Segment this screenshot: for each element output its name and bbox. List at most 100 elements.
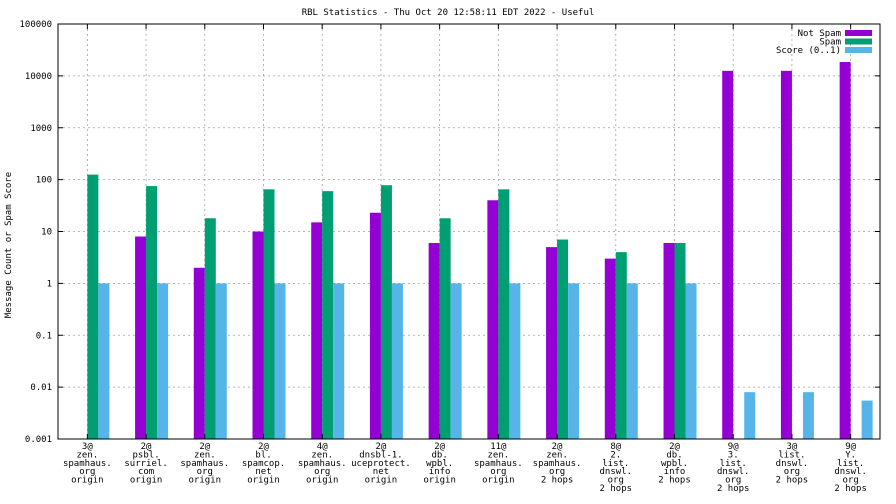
bar-score-0-1 xyxy=(98,283,110,439)
x-tick-label-line: dnswl. xyxy=(600,467,633,477)
x-tick-label-line: spamhaus. xyxy=(474,459,523,469)
x-tick-label-line: surriel. xyxy=(124,459,167,469)
x-tick-label: 2@ zen. spamhaus. org 2 hops xyxy=(533,442,582,486)
x-tick-label-line: spamhaus. xyxy=(533,459,582,469)
bar-score-0-1 xyxy=(215,283,227,439)
bar-not-spam xyxy=(311,222,323,439)
bar-score-0-1 xyxy=(274,283,286,439)
x-tick-label-line: 2 hops xyxy=(541,476,574,486)
x-tick-label-line: 2. xyxy=(610,450,621,460)
x-tick-label: 4@ zen. spamhaus. org origin xyxy=(298,442,347,486)
x-tick-label-line: origin xyxy=(247,476,280,486)
x-tick-label-line: info xyxy=(664,467,686,477)
legend-label: Spam xyxy=(819,38,841,48)
legend-swatch xyxy=(845,38,872,45)
x-tick-label-line: Y. xyxy=(845,450,856,460)
x-tick-label-line: net xyxy=(255,467,271,477)
bar-spam xyxy=(380,185,392,439)
x-tick-label-line: wpbl. xyxy=(661,459,688,469)
x-tick-label-line: 2 hops xyxy=(717,484,750,494)
bar-not-spam xyxy=(428,243,440,439)
bar-spam xyxy=(146,186,158,439)
bar-score-0-1 xyxy=(685,283,697,439)
bar-spam xyxy=(674,243,686,439)
x-tick-label-line: org xyxy=(725,476,741,486)
x-tick-label-line: 9@ xyxy=(728,442,739,452)
x-tick-label-line: 2 hops xyxy=(658,476,691,486)
grid-layer xyxy=(58,24,880,439)
x-tick-label: 3@ list. dnswl. org 2 hops xyxy=(776,442,809,486)
x-tick-label-line: dnswl. xyxy=(776,459,809,469)
legend-label: Score (0..1) xyxy=(776,46,841,56)
y-tick-label: 1 xyxy=(47,279,52,289)
bar-spam xyxy=(263,189,275,439)
bar-spam xyxy=(322,191,334,439)
x-tick-label-line: org xyxy=(197,467,213,477)
legend-label: Not Spam xyxy=(798,29,841,39)
x-tick-label-line: 2@ xyxy=(552,442,563,452)
y-tick-label: 10000 xyxy=(25,72,52,82)
x-tick-label-line: origin xyxy=(306,476,339,486)
y-tick-label: 100 xyxy=(36,176,52,186)
x-tick-label-line: spamhaus. xyxy=(298,459,347,469)
x-tick-label: 2@ psbl. surriel. com origin xyxy=(124,442,167,486)
x-tick-label-line: psbl. xyxy=(133,450,160,460)
x-tick-label-line: 2@ xyxy=(199,442,210,452)
y-tick-label: 10 xyxy=(41,228,52,238)
x-tick-label-line: list. xyxy=(778,450,805,460)
x-tick-label-line: origin xyxy=(482,476,515,486)
x-tick-label-line: 2 hops xyxy=(834,484,867,494)
x-tick-label-line: zen. xyxy=(194,450,216,460)
bar-not-spam xyxy=(604,258,616,439)
x-tick-label-line: spamhaus. xyxy=(180,459,229,469)
x-tick-label-line: com xyxy=(138,467,154,477)
x-tick-label: 2@ bl. spamcop. net origin xyxy=(242,442,285,486)
x-tick-label-line: info xyxy=(429,467,451,477)
x-tick-label-line: db. xyxy=(432,450,448,460)
bar-not-spam xyxy=(780,70,792,440)
x-tick-label-line: 9@ xyxy=(845,442,856,452)
bar-spam xyxy=(439,218,451,439)
x-tick-label-line: zen. xyxy=(546,450,568,460)
bar-not-spam xyxy=(839,62,851,439)
x-tick-label-line: zen. xyxy=(488,450,510,460)
x-tick-label-line: origin xyxy=(130,476,163,486)
x-tick-label-line: org xyxy=(490,467,506,477)
x-tick-label: 8@ 2. list. dnswl. org 2 hops xyxy=(600,442,633,494)
bar-not-spam xyxy=(487,200,499,439)
x-tick-label-line: 2@ xyxy=(258,442,269,452)
bar-score-0-1 xyxy=(333,283,345,439)
bar-score-0-1 xyxy=(509,283,521,439)
bar-score-0-1 xyxy=(744,392,756,439)
bar-score-0-1 xyxy=(626,283,638,439)
x-tick-label: 9@ Y. list. dnswl. org 2 hops xyxy=(834,442,867,494)
bar-not-spam xyxy=(546,247,558,439)
bar-spam xyxy=(204,218,216,439)
bar-score-0-1 xyxy=(568,283,580,439)
bar-score-0-1 xyxy=(861,400,873,439)
bar-score-0-1 xyxy=(450,283,462,439)
bar-spam xyxy=(87,174,99,440)
x-tick-label: 2@ zen. spamhaus. org origin xyxy=(180,442,229,486)
legend-swatch xyxy=(845,47,872,53)
bar-not-spam xyxy=(193,267,205,439)
x-tick-label-line: dnsbl-1. xyxy=(359,450,402,460)
bar-score-0-1 xyxy=(157,283,169,439)
x-tick-label-line: origin xyxy=(365,476,398,486)
x-tick-label-line: 8@ xyxy=(610,442,621,452)
x-tick-label-line: dnswl. xyxy=(834,467,867,477)
bar-not-spam xyxy=(722,70,734,440)
bar-not-spam xyxy=(369,212,381,439)
x-tick-label-line: 2 hops xyxy=(600,484,633,494)
x-tick-label-line: org xyxy=(549,467,565,477)
x-tick-label: 9@ 3. list. dnswl. org 2 hops xyxy=(717,442,750,494)
x-tick-label-line: wpbl. xyxy=(426,459,453,469)
y-tick-label: 0.001 xyxy=(25,435,52,445)
x-tick-label-line: bl. xyxy=(255,450,271,460)
x-tick-label-line: zen. xyxy=(77,450,99,460)
legend-swatch xyxy=(845,30,872,36)
x-tick-label-line: list. xyxy=(720,459,747,469)
x-tick-label-line: 2@ xyxy=(141,442,152,452)
